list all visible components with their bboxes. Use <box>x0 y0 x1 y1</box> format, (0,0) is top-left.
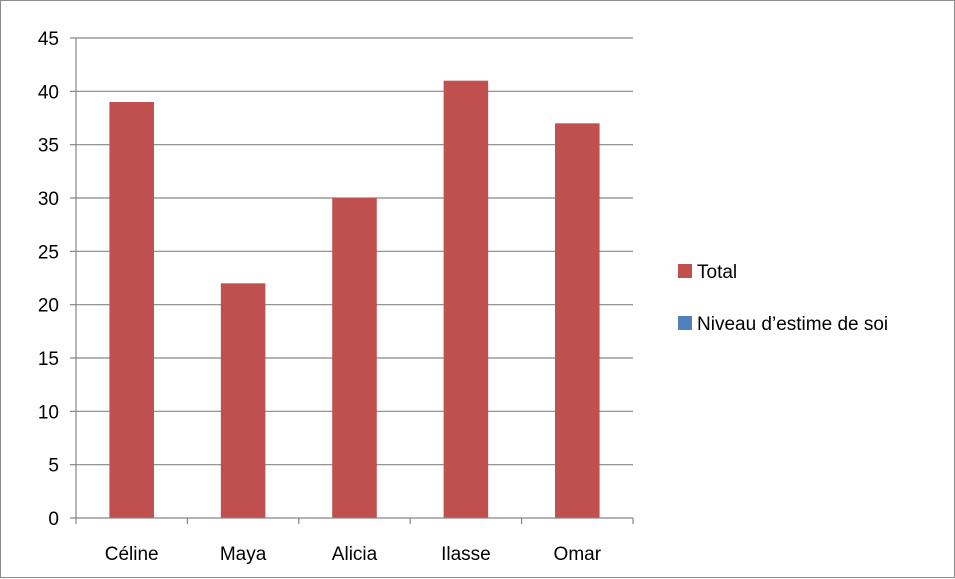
x-tick-label: Céline <box>105 544 159 565</box>
y-tick-label: 20 <box>38 296 59 317</box>
legend-entry: Niveau d’estime de soi <box>697 314 888 335</box>
bar-maya <box>220 283 266 518</box>
bar-alicia <box>332 198 377 518</box>
y-tick-label: 25 <box>38 242 59 263</box>
y-tick-label: 30 <box>38 189 59 210</box>
legend-swatch <box>678 264 692 278</box>
x-tick-labels: Céline Maya Alicia Ilasse Omar <box>105 544 602 565</box>
axes <box>70 37 634 524</box>
bars <box>109 80 600 519</box>
y-tick-label: 40 <box>38 82 59 103</box>
y-tick-label: 10 <box>38 402 59 423</box>
bar-ilasse <box>443 80 489 519</box>
y-tick-label: 5 <box>48 456 59 477</box>
y-tick-label: 15 <box>38 349 59 370</box>
legend-swatch <box>678 316 692 330</box>
x-tick-label: Alicia <box>332 544 378 565</box>
y-tick-label: 0 <box>48 509 59 530</box>
bar-céline <box>109 102 154 518</box>
legend: Total Niveau d’estime de soi <box>678 262 888 335</box>
y-tick-label: 45 <box>38 29 59 50</box>
x-tick-label: Ilasse <box>441 544 491 565</box>
legend-entry: Total <box>697 262 737 283</box>
x-tick-label: Maya <box>220 544 267 565</box>
bar-omar <box>555 123 600 518</box>
x-tick-label: Omar <box>554 544 602 565</box>
y-tick-label: 35 <box>38 136 59 157</box>
y-tick-labels: 0 5 10 15 20 25 30 35 40 45 <box>38 29 59 530</box>
